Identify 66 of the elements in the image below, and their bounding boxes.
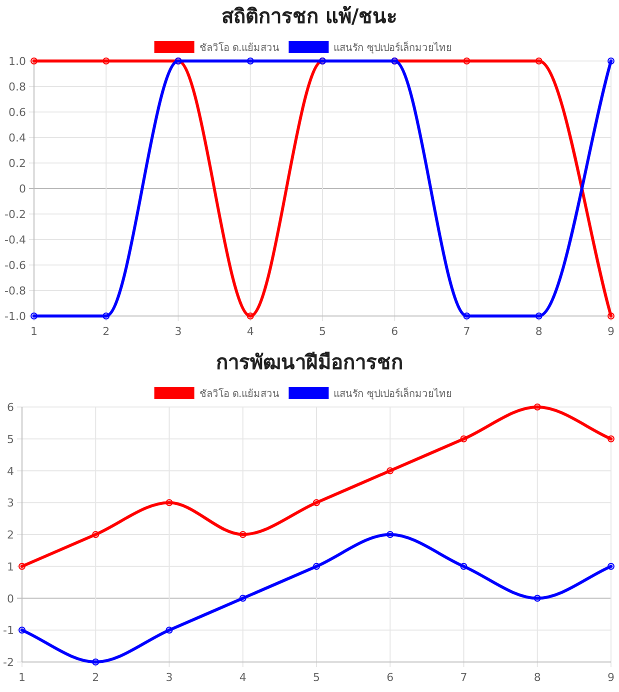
point (18, 562, 26, 570)
chart-title: การพัฒนาฝีมือการชก (216, 350, 403, 374)
point (534, 594, 541, 602)
y-tick-label: 0.4 (8, 132, 26, 144)
legend-item: แสนรัก ซุปเปอร์เล็กมวยไทย (288, 41, 452, 54)
x-tick-label: 7 (463, 325, 470, 338)
x-tick-label: 4 (246, 325, 254, 338)
point (313, 562, 320, 570)
y-tick-label: 0 (7, 592, 14, 606)
line-series (18, 531, 614, 666)
y-tick-label: 5 (7, 432, 14, 446)
legend-item: ชัลวิโอ ด.แย้มสวน (154, 41, 280, 54)
point (166, 499, 173, 506)
point (313, 499, 320, 506)
y-tick-label: 0.6 (8, 106, 26, 119)
point (239, 594, 246, 602)
x-tick-label: 3 (174, 325, 182, 338)
legend-item: แสนรัก ซุปเปอร์เล็กมวยไทย (288, 387, 452, 400)
y-tick-label: 0 (19, 182, 26, 196)
y-tick-label: 4 (7, 464, 14, 478)
legend-label: แสนรัก ซุปเปอร์เล็กมวยไทย (334, 386, 452, 400)
y-tick-label: -0.2 (4, 208, 26, 221)
x-tick-label: 9 (608, 671, 614, 684)
x-tick-label: 5 (313, 671, 320, 684)
legend-label: ชัลวิโอ ด.แย้มสวน (199, 387, 280, 400)
y-tick-label: 2 (7, 528, 14, 542)
y-tick-label: -0.6 (4, 259, 26, 272)
legend-item: ชัลวิโอ ด.แย้มสวน (154, 387, 280, 400)
x-tick-label: 2 (102, 325, 110, 338)
x-tick-label: 3 (166, 671, 173, 684)
x-tick-label: 1 (30, 325, 38, 338)
point (166, 626, 173, 634)
y-tick-label: 3 (7, 496, 14, 510)
x-tick-label: 7 (460, 671, 468, 684)
x-tick-label: 5 (319, 325, 326, 338)
chart-title: สถิติการชก แพ้/ชนะ (221, 4, 398, 28)
y-tick-label: 0.2 (8, 157, 26, 170)
y-tick-label: -2 (3, 656, 14, 669)
point (608, 435, 614, 442)
x-tick-label: 8 (534, 671, 541, 684)
x-tick-label: 4 (239, 671, 246, 684)
x-tick-label: 6 (391, 325, 398, 338)
y-tick-label: -1.0 (4, 310, 26, 323)
y-tick-label: -1 (3, 624, 14, 638)
point (92, 658, 100, 666)
x-tick-label: 9 (608, 325, 614, 338)
y-tick-label: -0.8 (4, 284, 26, 298)
point (18, 626, 26, 634)
point (386, 531, 394, 538)
y-tick-label: 1.0 (8, 55, 26, 68)
point (460, 435, 468, 442)
x-tick-label: 2 (92, 671, 100, 684)
y-tick-label: 1 (7, 560, 14, 574)
x-tick-label: 8 (535, 325, 542, 338)
point (386, 467, 394, 474)
point (239, 531, 246, 538)
legend-label: แสนรัก ซุปเปอร์เล็กมวยไทย (334, 40, 452, 54)
y-tick-label: 6 (7, 401, 14, 414)
y-tick-label: -0.4 (4, 234, 26, 246)
point (92, 531, 100, 538)
point (608, 562, 614, 570)
point (534, 404, 541, 410)
x-tick-label: 6 (386, 671, 394, 684)
legend-label: ชัลวิโอ ด.แย้มสวน (199, 41, 280, 54)
y-tick-label: 0.8 (8, 80, 26, 94)
point (460, 562, 468, 570)
